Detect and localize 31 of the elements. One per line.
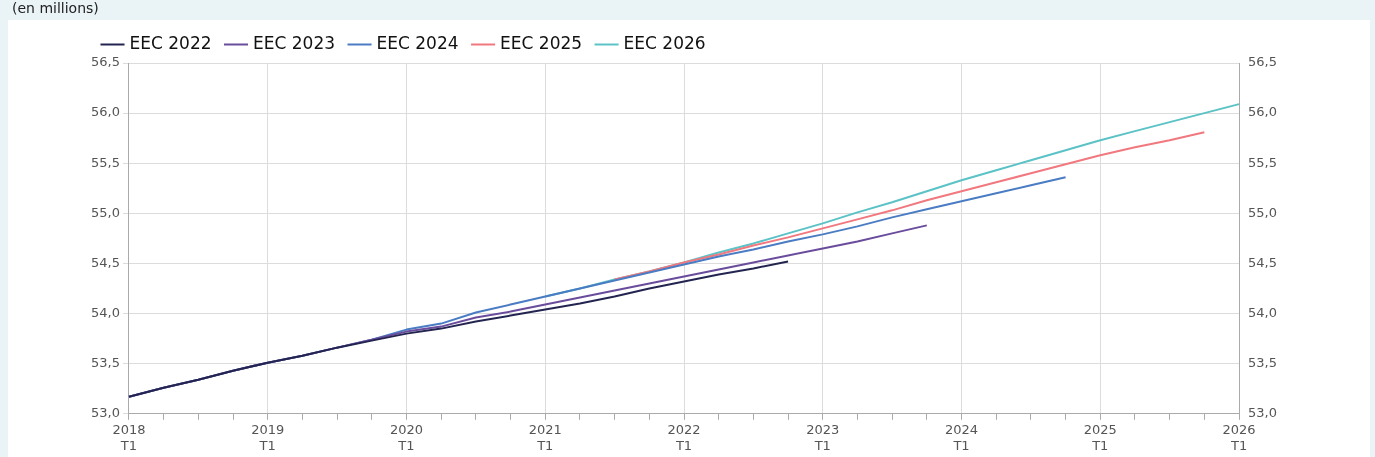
legend-label: EEC 2023 bbox=[253, 32, 336, 53]
legend-label: EEC 2025 bbox=[500, 32, 583, 53]
y2-tick-label: 56,0 bbox=[1248, 104, 1278, 120]
y2-tick-label: 53,5 bbox=[1248, 355, 1278, 371]
y-tick-label: 54,5 bbox=[90, 254, 120, 270]
x-tick-label: 2019 T1 bbox=[251, 421, 285, 453]
y2-tick-label: 53,0 bbox=[1248, 405, 1278, 421]
x-tick-label: 2026 T1 bbox=[1222, 421, 1256, 453]
x-tick-label: 2025 T1 bbox=[1083, 421, 1117, 453]
y2-tick-label: 54,0 bbox=[1248, 304, 1278, 320]
y2-tick-label: 54,5 bbox=[1248, 254, 1278, 270]
x-tick-label: 2018 T1 bbox=[112, 421, 146, 453]
legend-label: EEC 2026 bbox=[623, 32, 706, 53]
x-tick-label: 2023 T1 bbox=[806, 421, 840, 453]
x-tick-label: 2024 T1 bbox=[944, 421, 979, 453]
x-tick-label: 2021 T1 bbox=[528, 421, 562, 453]
y-tick-label: 55,5 bbox=[90, 154, 120, 170]
y-tick-label: 53,0 bbox=[90, 405, 120, 421]
y-tick-label: 53,5 bbox=[90, 355, 120, 371]
y-tick-label: 54,0 bbox=[90, 304, 120, 320]
legend-label: EEC 2022 bbox=[129, 32, 212, 53]
y2-tick-label: 55,0 bbox=[1248, 204, 1278, 220]
y-tick-label: 56,5 bbox=[90, 54, 120, 70]
y2-tick-label: 56,5 bbox=[1248, 54, 1278, 70]
y-tick-label: 56,0 bbox=[90, 104, 120, 120]
text: (en millions) bbox=[8, 0, 103, 16]
x-tick-label: 2020 T1 bbox=[389, 421, 424, 453]
x-tick-label: 2022 T1 bbox=[667, 421, 701, 453]
y2-tick-label: 55,5 bbox=[1248, 154, 1278, 170]
legend-label: EEC 2024 bbox=[376, 32, 459, 53]
y-tick-label: 55,0 bbox=[90, 204, 120, 220]
